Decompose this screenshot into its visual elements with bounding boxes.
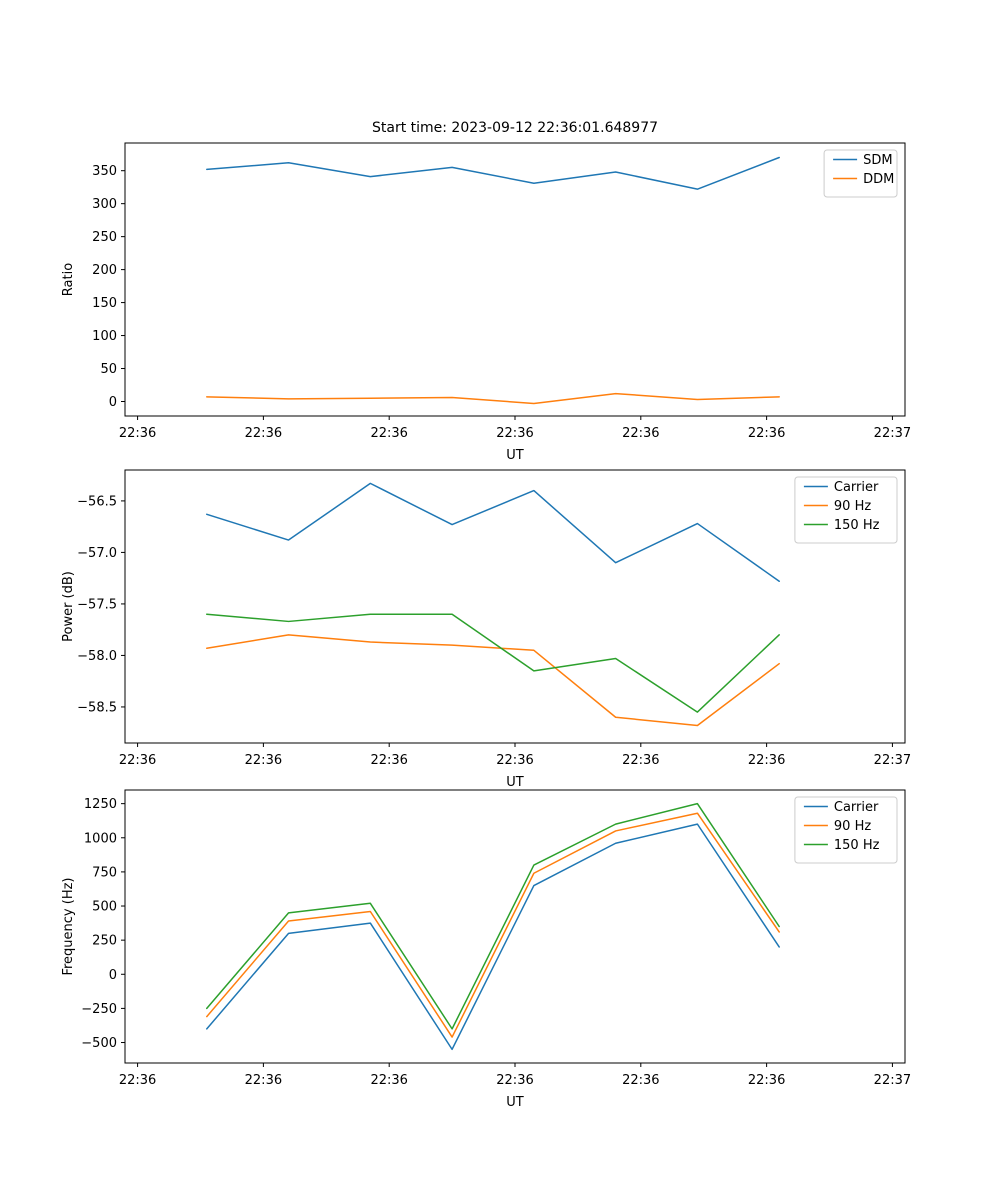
y-axis-label: Power (dB) (61, 571, 76, 642)
y-tick-label: −250 (81, 1002, 117, 1017)
axes-frame (124, 142, 906, 417)
series-line-ddm (206, 392, 780, 405)
x-tick-label: 22:37 (874, 753, 911, 768)
y-axis-label: Frequency (Hz) (61, 877, 76, 975)
x-tick-label: 22:36 (748, 1073, 785, 1088)
y-tick-label: −56.5 (77, 494, 117, 509)
y-tick-label: 150 (92, 296, 117, 311)
legend-label: 90 Hz (834, 819, 871, 834)
y-axis-label: Ratio (61, 263, 76, 296)
series-line-90-hz (206, 634, 780, 727)
figure-title: Start time: 2023-09-12 22:36:01.648977 (371, 120, 659, 136)
plot-ratio: 22:36 22:36 22:36 22:36 22:36 22:36 22:37 0 50 10… (61, 142, 911, 463)
y-tick-label: 300 (92, 197, 117, 212)
y-tick-label: −500 (81, 1036, 117, 1051)
x-tick-label: 22:36 (748, 753, 785, 768)
x-tick-label: 22:36 (622, 1073, 659, 1088)
x-tick-label: 22:36 (748, 426, 785, 441)
legend (794, 476, 898, 544)
x-axis-label: UT (506, 1095, 524, 1110)
y-tick-label: 0 (109, 968, 117, 983)
axes-frame (124, 789, 906, 1064)
axes-frame (124, 469, 906, 744)
legend-label: Carrier (834, 800, 879, 815)
y-tick-label: −57.5 (77, 597, 117, 612)
x-tick-label: 22:36 (119, 1073, 156, 1088)
legend-label: 150 Hz (834, 518, 880, 533)
y-tick-label: 250 (92, 230, 117, 245)
x-axis-label: UT (506, 775, 524, 790)
legend-label: 90 Hz (834, 499, 871, 514)
legend (823, 149, 898, 198)
y-tick-label: 350 (92, 164, 117, 179)
x-tick-label: 22:36 (496, 426, 533, 441)
y-tick-label: 250 (92, 934, 117, 949)
y-tick-label: −58.0 (77, 649, 117, 664)
y-tick-label: 1000 (84, 831, 117, 846)
x-tick-label: 22:36 (245, 753, 282, 768)
series-line-carrier (206, 482, 780, 583)
series-line-150-hz (206, 802, 780, 1030)
x-tick-label: 22:36 (245, 426, 282, 441)
y-tick-label: 1250 (84, 797, 117, 812)
y-tick-label: −57.0 (77, 546, 117, 561)
y-tick-label: −58.5 (77, 700, 117, 715)
x-tick-label: 22:36 (370, 1073, 407, 1088)
x-tick-label: 22:37 (874, 1073, 911, 1088)
plot-power: 22:36 22:36 22:36 22:36 22:36 22:36 22:37 −58.5… (61, 469, 911, 790)
legend (794, 796, 898, 864)
y-tick-label: 750 (92, 865, 117, 880)
x-tick-label: 22:36 (119, 426, 156, 441)
legend-label: SDM (863, 153, 892, 168)
x-tick-label: 22:36 (622, 426, 659, 441)
x-tick-label: 22:36 (119, 753, 156, 768)
series-line-90-hz (206, 812, 780, 1038)
series-line-150-hz (206, 613, 780, 713)
x-tick-label: 22:36 (370, 753, 407, 768)
legend-label: Carrier (834, 480, 879, 495)
y-tick-label: 0 (109, 395, 117, 410)
x-tick-label: 22:36 (245, 1073, 282, 1088)
x-tick-label: 22:36 (370, 426, 407, 441)
y-tick-label: 200 (92, 263, 117, 278)
x-tick-label: 22:37 (874, 426, 911, 441)
x-tick-label: 22:36 (496, 753, 533, 768)
plot-frequency: 22:36 22:36 22:36 22:36 22:36 22:36 22:37 −500 −… (61, 789, 911, 1110)
y-tick-label: 50 (100, 362, 117, 377)
y-tick-label: 500 (92, 900, 117, 915)
x-axis-label: UT (506, 448, 524, 463)
x-tick-label: 22:36 (622, 753, 659, 768)
legend-label: DDM (863, 172, 894, 187)
series-line-carrier (206, 823, 780, 1051)
legend-label: 150 Hz (834, 838, 880, 853)
series-line-sdm (206, 156, 780, 190)
y-tick-label: 100 (92, 329, 117, 344)
x-tick-label: 22:36 (496, 1073, 533, 1088)
